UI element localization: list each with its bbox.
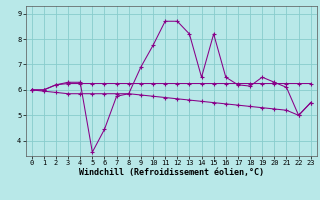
X-axis label: Windchill (Refroidissement éolien,°C): Windchill (Refroidissement éolien,°C) [79, 168, 264, 177]
